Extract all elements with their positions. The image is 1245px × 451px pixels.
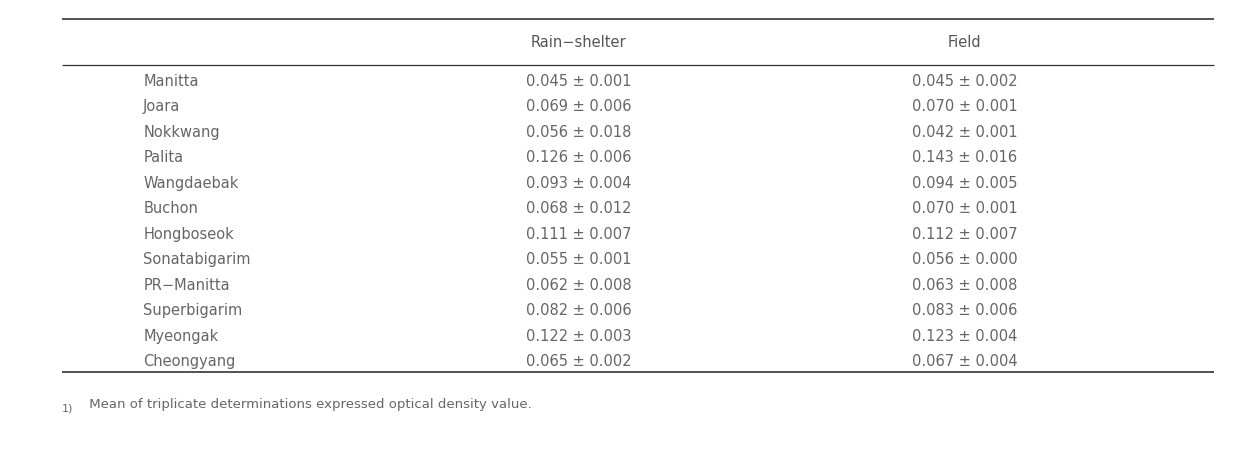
Text: 0.143 ± 0.016: 0.143 ± 0.016: [913, 150, 1017, 165]
Text: Mean of triplicate determinations expressed optical density value.: Mean of triplicate determinations expres…: [85, 397, 532, 410]
Text: 0.068 ± 0.012: 0.068 ± 0.012: [527, 201, 631, 216]
Text: 0.123 ± 0.004: 0.123 ± 0.004: [913, 328, 1017, 343]
Text: 0.069 ± 0.006: 0.069 ± 0.006: [527, 99, 631, 114]
Text: 0.070 ± 0.001: 0.070 ± 0.001: [913, 99, 1017, 114]
Text: PR−Manitta: PR−Manitta: [143, 277, 230, 292]
Text: 0.042 ± 0.001: 0.042 ± 0.001: [913, 124, 1017, 139]
Text: 0.045 ± 0.002: 0.045 ± 0.002: [913, 74, 1017, 89]
Text: Superbigarim: Superbigarim: [143, 303, 243, 318]
Text: Buchon: Buchon: [143, 201, 198, 216]
Text: Nokkwang: Nokkwang: [143, 124, 220, 139]
Text: 1): 1): [62, 402, 73, 412]
Text: 0.083 ± 0.006: 0.083 ± 0.006: [913, 303, 1017, 318]
Text: Field: Field: [947, 35, 982, 51]
Text: 0.062 ± 0.008: 0.062 ± 0.008: [527, 277, 631, 292]
Text: 0.082 ± 0.006: 0.082 ± 0.006: [527, 303, 631, 318]
Text: 0.070 ± 0.001: 0.070 ± 0.001: [913, 201, 1017, 216]
Text: 0.093 ± 0.004: 0.093 ± 0.004: [527, 175, 631, 190]
Text: 0.067 ± 0.004: 0.067 ± 0.004: [913, 353, 1017, 368]
Text: Palita: Palita: [143, 150, 183, 165]
Text: 0.045 ± 0.001: 0.045 ± 0.001: [527, 74, 631, 89]
Text: Joara: Joara: [143, 99, 181, 114]
Text: 0.111 ± 0.007: 0.111 ± 0.007: [527, 226, 631, 241]
Text: 0.056 ± 0.018: 0.056 ± 0.018: [527, 124, 631, 139]
Text: 0.056 ± 0.000: 0.056 ± 0.000: [913, 252, 1017, 267]
Text: Cheongyang: Cheongyang: [143, 353, 235, 368]
Text: Hongboseok: Hongboseok: [143, 226, 234, 241]
Text: 0.094 ± 0.005: 0.094 ± 0.005: [913, 175, 1017, 190]
Text: Manitta: Manitta: [143, 74, 199, 89]
Text: Wangdaebak: Wangdaebak: [143, 175, 239, 190]
Text: 0.063 ± 0.008: 0.063 ± 0.008: [913, 277, 1017, 292]
Text: Sonatabigarim: Sonatabigarim: [143, 252, 250, 267]
Text: Myeongak: Myeongak: [143, 328, 218, 343]
Text: 0.112 ± 0.007: 0.112 ± 0.007: [913, 226, 1017, 241]
Text: 0.055 ± 0.001: 0.055 ± 0.001: [527, 252, 631, 267]
Text: 0.065 ± 0.002: 0.065 ± 0.002: [527, 353, 631, 368]
Text: Rain−shelter: Rain−shelter: [532, 35, 626, 51]
Text: 0.126 ± 0.006: 0.126 ± 0.006: [527, 150, 631, 165]
Text: 0.122 ± 0.003: 0.122 ± 0.003: [527, 328, 631, 343]
